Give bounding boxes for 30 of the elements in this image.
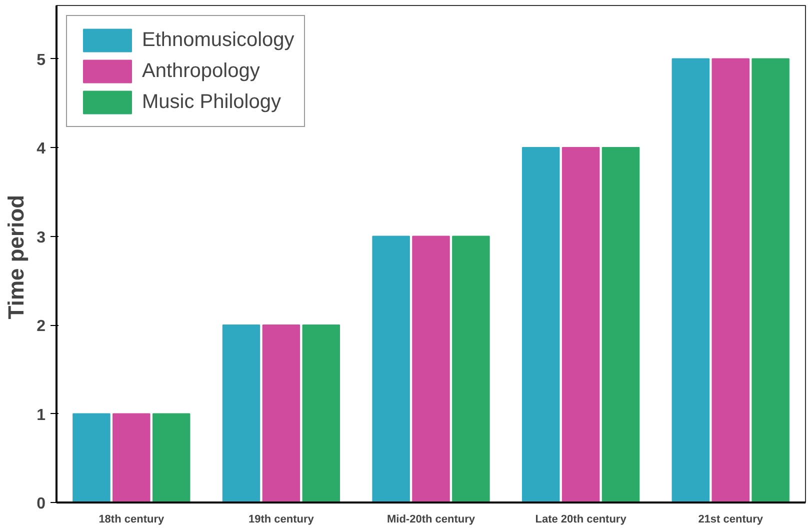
x-tick-label: 21st century (698, 514, 764, 526)
bar (602, 147, 640, 502)
x-tick-label: Mid-20th century (386, 514, 476, 526)
y-tick-label: 2 (36, 318, 46, 335)
x-tick-label: 18th century (98, 514, 165, 526)
bar (412, 236, 450, 502)
bar (712, 58, 750, 502)
bar (222, 324, 260, 502)
y-tick-label: 5 (36, 52, 46, 69)
bar (72, 413, 110, 502)
y-tick-label: 3 (36, 229, 46, 246)
y-tick-label: 0 (36, 496, 46, 512)
bar (672, 58, 710, 502)
legend-label: Anthropology (142, 60, 260, 82)
y-tick-label: 1 (36, 406, 46, 424)
bar (302, 324, 340, 502)
bar (452, 236, 490, 502)
y-axis-title: Time period (4, 194, 29, 320)
legend-label: Music Philology (142, 90, 281, 114)
bar (112, 413, 150, 502)
bar (522, 147, 560, 502)
y-tick-label: 4 (36, 140, 46, 158)
legend-label: Ethnomusicology (142, 28, 294, 52)
x-tick-label: Late 20th century (535, 514, 628, 526)
bar (152, 413, 190, 502)
bar (262, 324, 300, 502)
x-tick-label: 19th century (248, 514, 315, 526)
bar (562, 147, 600, 502)
bar (752, 58, 790, 502)
bar (372, 236, 410, 502)
